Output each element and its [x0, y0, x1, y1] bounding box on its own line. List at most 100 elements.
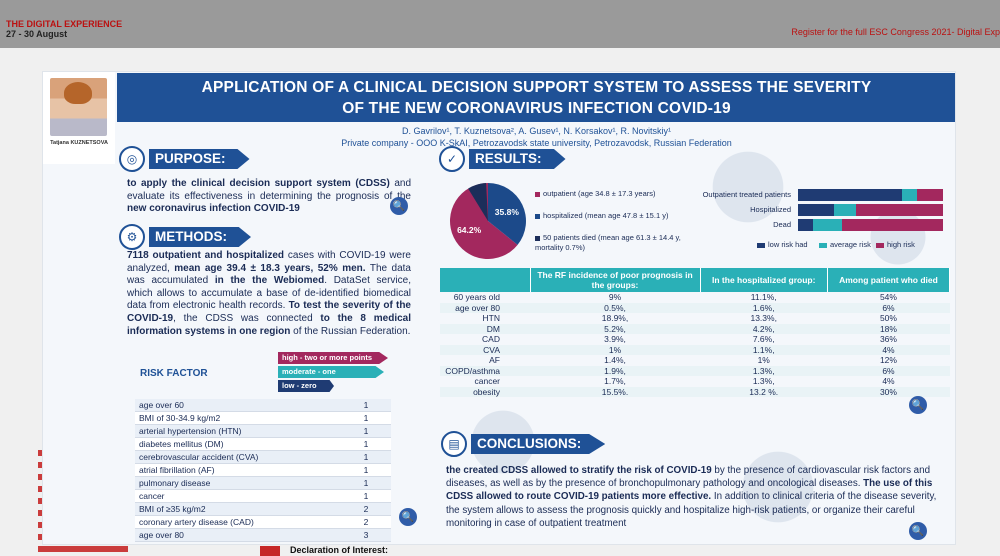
column-header: In the hospitalized group: — [700, 268, 828, 292]
register-link[interactable]: Register for the full ESC Congress 2021-… — [791, 27, 1000, 37]
brand: THE DIGITAL EXPERIENCE 27 - 30 August — [6, 19, 122, 39]
table-row: atrial fibrillation (AF) 1 — [135, 463, 391, 477]
virus-decoration — [733, 442, 823, 532]
author-name: Tatjana KUZNETSOVA — [50, 140, 108, 146]
table-row: CAD 3.9%, 7.6%, 36% — [440, 334, 950, 345]
risk-legend-moderate: moderate - one — [278, 366, 384, 378]
risk-points-cell: 1 — [341, 450, 391, 464]
table-row: DM 5.2%, 4.2%, 18% — [440, 323, 950, 334]
table-cell: CAD — [482, 334, 500, 344]
table-cell: 1.4%, — [604, 355, 626, 365]
table-cell: 1% — [757, 355, 770, 365]
risk-points-cell: 1 — [341, 411, 391, 425]
bar-legend-average: average risk — [819, 240, 871, 249]
table-cell: AF — [489, 355, 500, 365]
risk-points-cell: 1 — [341, 437, 391, 451]
top-bar: THE DIGITAL EXPERIENCE 27 - 30 August Re… — [0, 0, 1000, 48]
zoom-icon[interactable]: 🔍 — [390, 197, 408, 215]
risk-factor-cell: BMI of ≥35 kg/m2 — [135, 502, 341, 516]
table-row: cerebrovascular accident (CVA) 1 — [135, 450, 391, 464]
declaration-label: Declaration of Interest: — [290, 545, 389, 555]
risk-factor-cell: cancer — [135, 489, 341, 503]
zoom-icon[interactable]: 🔍 — [909, 522, 927, 540]
virus-decoration — [703, 142, 793, 232]
bar-segment-2 — [841, 219, 943, 231]
pie-chart-svg: 64.2% 35.8% — [450, 183, 526, 259]
conclusions-heading: ▤ CONCLUSIONS: — [441, 431, 606, 457]
document-icon: ▤ — [441, 431, 467, 457]
risk-factor-cell: atrial fibrillation (AF) — [135, 463, 341, 477]
table-row: obesity 15.5%. 13.2 %. 30% — [440, 386, 950, 397]
pie-legend-hospitalized: hospitalized (mean age 47.8 ± 15.1 y) — [535, 211, 695, 221]
table-cell: 36% — [879, 334, 897, 344]
pie-data-label: 64.2% — [457, 225, 482, 235]
poster: Tatjana KUZNETSOVA APPLICATION OF A CLIN… — [42, 71, 956, 545]
zoom-icon[interactable]: 🔍 — [399, 508, 417, 526]
brand-dates: 27 - 30 August — [6, 29, 68, 39]
title-line-1: APPLICATION OF A CLINICAL DECISION SUPPO… — [201, 79, 872, 96]
table-cell: 1.1%, — [700, 344, 828, 355]
table-cell: 60 years old — [453, 292, 500, 302]
column-header — [440, 268, 531, 292]
risk-factor-title: RISK FACTOR — [140, 368, 208, 379]
table-cell: 13.2 %. — [700, 386, 828, 397]
table-cell: 1.3%, — [700, 365, 828, 376]
column-header: Among patient who died — [827, 268, 951, 292]
table-cell: 1.6%, — [700, 302, 828, 313]
zoom-icon[interactable]: 🔍 — [909, 396, 927, 414]
table-cell: 1% — [530, 344, 700, 355]
author-photo — [50, 78, 107, 136]
bar-segment-0 — [798, 189, 903, 201]
risk-legend-low: low - zero — [278, 380, 334, 392]
methods-heading: ⚙ METHODS: — [119, 224, 251, 250]
table-cell: 9% — [608, 292, 622, 302]
stacked-bar — [798, 189, 943, 201]
table-row: coronary artery disease (CAD) 2 — [135, 515, 391, 529]
risk-factor-cell: age over 80 — [135, 528, 341, 542]
pie-legend-died: 50 patients died (mean age 61.3 ± 14.4 y… — [535, 233, 681, 252]
table-row: age over 60 1 — [135, 399, 391, 412]
title-line-2: OF THE NEW CORONAVIRUS INFECTION COVID-1… — [342, 100, 731, 117]
checkmark-icon: ✓ — [439, 146, 465, 172]
table-cell: 13.3%, — [750, 313, 777, 323]
table-row: 60 years old 9% 11.1%, 54% — [440, 292, 950, 303]
table-cell: 12% — [879, 355, 897, 365]
table-row: age over 80 0.5%, 1.6%, 6% — [440, 302, 950, 313]
table-row: BMI of ≥35 kg/m2 2 — [135, 502, 391, 516]
table-cell: age over 80 — [440, 302, 530, 313]
poster-title: APPLICATION OF A CLINICAL DECISION SUPPO… — [117, 73, 955, 122]
risk-points-cell: 2 — [341, 515, 391, 529]
bar-category-label: Outpatient treated patients — [702, 190, 791, 199]
risk-points-cell: 1 — [341, 489, 391, 503]
risk-factor-cell: BMI of 30-34.9 kg/m2 — [135, 411, 341, 425]
bar-segment-0 — [798, 204, 835, 216]
risk-factor-cell: pulmonary disease — [135, 476, 341, 490]
risk-legend-high: high - two or more points — [278, 352, 388, 364]
authors-block: D. Gavrilov¹, T. Kuznetsova², A. Gusev¹,… — [117, 125, 955, 149]
table-row: age over 80 3 — [135, 528, 391, 542]
bar-legend-high: high risk — [876, 240, 915, 249]
column-header: The RF incidence of poor prognosis in th… — [530, 268, 701, 292]
table-cell: 1.9%, — [530, 365, 700, 376]
pie-slice-died — [468, 183, 488, 221]
bar-segment-0 — [798, 219, 813, 231]
risk-factor-cell: age over 60 — [135, 399, 341, 412]
table-cell: 4% — [827, 344, 950, 355]
table-cell: 15.5%. — [530, 386, 700, 397]
table-cell: cancer — [474, 376, 500, 386]
purpose-heading: ◎ PURPOSE: — [119, 146, 250, 172]
pie-data-label: 35.8% — [495, 207, 520, 217]
table-cell: 11.1%, — [750, 292, 777, 302]
table-cell: DM — [440, 323, 530, 334]
bar-segment-1 — [812, 219, 842, 231]
bar-legend-low: low risk had — [757, 240, 808, 249]
table-cell: 0.5%, — [530, 302, 700, 313]
results-heading: ✓ RESULTS: — [439, 146, 566, 172]
risk-factor-cell: diabetes mellitus (DM) — [135, 437, 341, 451]
table-cell: 5.2%, — [530, 323, 700, 334]
table-cell: 7.6%, — [752, 334, 775, 344]
author-card[interactable]: Tatjana KUZNETSOVA — [43, 72, 115, 164]
table-row: cancer 1.7%, 1.3%, 4% — [440, 376, 950, 387]
bar-category-label: Hospitalized — [750, 205, 791, 214]
conclusions-text: the created CDSS allowed to stratify the… — [446, 465, 937, 529]
